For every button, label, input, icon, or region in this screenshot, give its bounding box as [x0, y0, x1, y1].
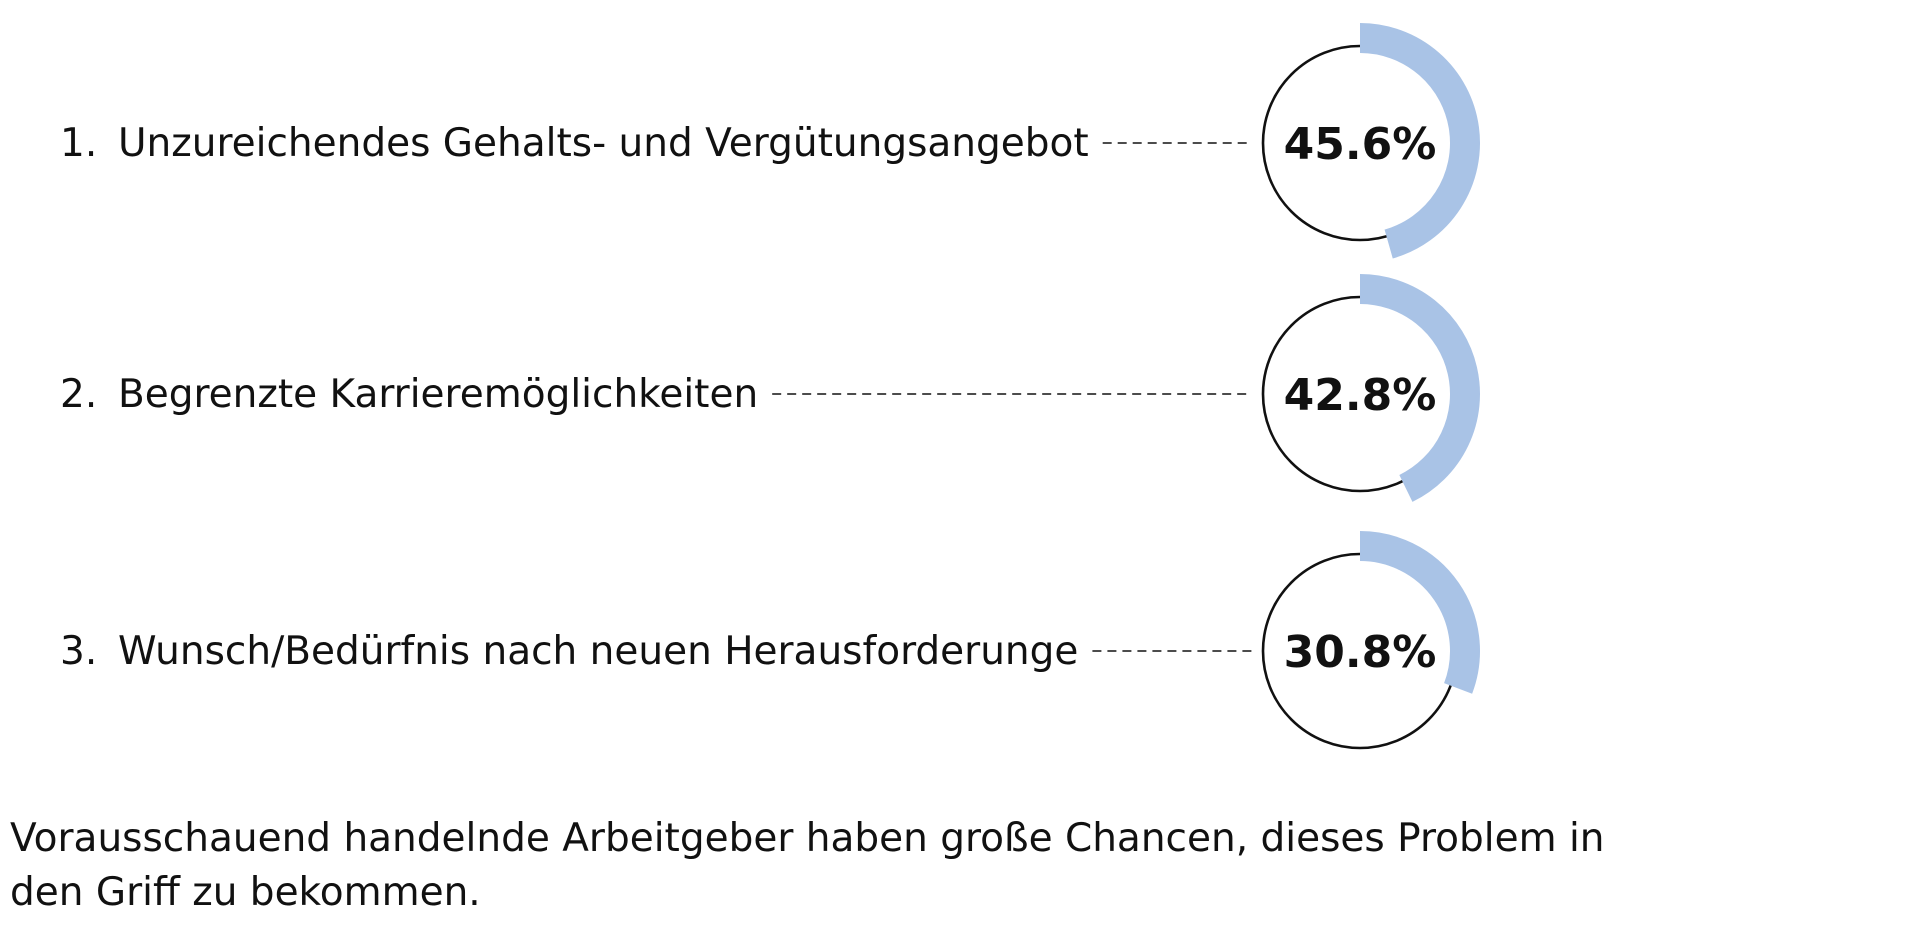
donut-value-arc	[1359, 23, 1480, 259]
chart-row: 1. Unzureichendes Gehalts- und Vergütungs…	[60, 23, 1480, 259]
chart-row: 2. Begrenzte Karrieremöglichkeiten 42.8%	[60, 274, 1480, 502]
value-label: 42.8%	[1284, 370, 1437, 421]
donut-value-arc	[1359, 274, 1480, 502]
item-rank: 2.	[60, 372, 97, 417]
value-label: 45.6%	[1284, 119, 1437, 170]
item-rank: 3.	[60, 629, 97, 674]
item-rank: 1.	[60, 121, 97, 166]
value-label: 30.8%	[1284, 627, 1437, 678]
footnote-text: Vorausschauend handelnde Arbeitgeber hab…	[10, 816, 1605, 915]
chart-row: 3. Wunsch/Bedürfnis nach neuen Herausford…	[60, 531, 1480, 750]
donut-value-arc	[1359, 531, 1480, 694]
item-label: Begrenzte Karrieremöglichkeiten	[118, 372, 758, 417]
item-label: Unzureichendes Gehalts- und Vergütungsan…	[118, 121, 1089, 166]
item-label: Wunsch/Bedürfnis nach neuen Herausforder…	[118, 629, 1078, 674]
